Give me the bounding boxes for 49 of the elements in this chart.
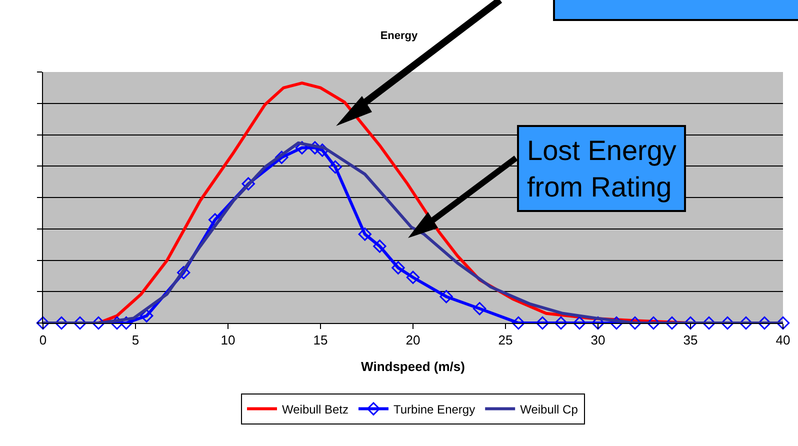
point: [720, 316, 734, 330]
point: [406, 270, 420, 284]
point: [36, 316, 50, 330]
x-tick-label: 25: [498, 332, 513, 348]
x-tick-label: 5: [132, 332, 140, 348]
point: [295, 141, 309, 154]
point: [536, 316, 550, 330]
point: [358, 228, 372, 241]
x-tick-label: 35: [683, 332, 698, 348]
x-tick-label: 30: [590, 332, 606, 348]
point: [373, 240, 386, 253]
point: [316, 144, 329, 157]
point: [554, 316, 568, 330]
point: [140, 309, 154, 322]
point: [758, 316, 772, 330]
point: [684, 316, 698, 330]
point: [646, 316, 660, 330]
point: [73, 316, 87, 330]
x-tick-label: 40: [776, 332, 790, 348]
x-tick-label: 15: [313, 332, 328, 348]
point: [665, 316, 679, 330]
legend-label: Weibull Betz: [282, 402, 348, 416]
point: [512, 316, 526, 330]
point: [572, 316, 586, 330]
x-tick-label: 10: [220, 332, 236, 348]
point: [275, 150, 288, 164]
point: [702, 316, 716, 330]
point: [110, 316, 124, 330]
annotation: Lost Energy from Rating: [527, 135, 676, 202]
legend-label: Turbine Energy: [393, 402, 476, 416]
point: [177, 266, 190, 280]
point: [440, 290, 453, 304]
point: [242, 177, 255, 190]
point: [591, 316, 605, 330]
point: [776, 316, 790, 330]
point: [628, 316, 642, 330]
point: [328, 160, 342, 174]
point: [473, 302, 486, 316]
point: [610, 316, 624, 330]
x-tick-label: 20: [406, 332, 420, 348]
chart-title: Energy: [380, 30, 419, 42]
point: [392, 261, 405, 274]
point: [739, 316, 753, 330]
x-tick-label: 0: [39, 332, 47, 348]
point: [54, 316, 68, 330]
point: [120, 316, 133, 330]
point: [92, 316, 106, 330]
x-axis-title: Windspeed (m/s): [361, 359, 465, 374]
legend-label: Weibull Cp: [520, 402, 578, 416]
